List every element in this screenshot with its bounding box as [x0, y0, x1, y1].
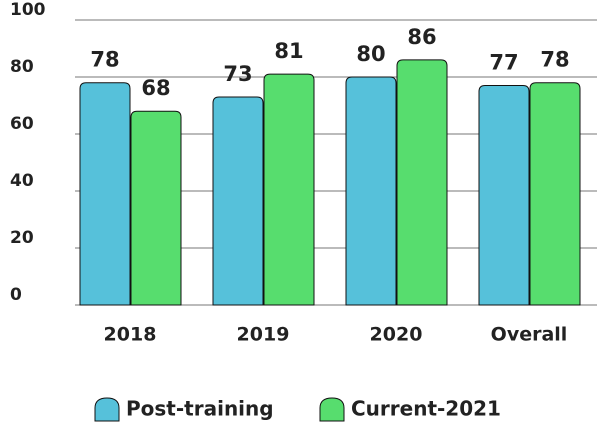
bar	[212, 96, 264, 306]
x-tick-label: 2019	[237, 324, 290, 346]
data-label: 78	[540, 48, 569, 72]
legend-swatch	[319, 397, 345, 422]
legend-label: Current-2021	[351, 397, 501, 421]
y-tick-label: 80	[10, 57, 34, 77]
data-label: 73	[223, 62, 252, 86]
bar	[345, 76, 397, 306]
y-tick-label: 100	[10, 0, 46, 20]
y-tick-label: 60	[10, 114, 34, 134]
bar	[79, 82, 131, 306]
x-tick-label: 2018	[104, 324, 157, 346]
x-tick-label: 2020	[370, 324, 423, 346]
data-label: 77	[489, 51, 518, 75]
bar	[130, 110, 182, 306]
data-label: 68	[141, 76, 170, 100]
legend-swatch	[94, 397, 120, 422]
bar	[396, 59, 448, 306]
bar	[263, 73, 315, 306]
bar	[478, 85, 530, 306]
data-label: 78	[90, 48, 119, 72]
data-label: 81	[274, 39, 303, 63]
x-tick-label: Overall	[491, 324, 568, 346]
bar	[529, 82, 581, 306]
data-label: 80	[356, 42, 385, 66]
data-label: 86	[407, 25, 436, 49]
legend-label: Post-training	[126, 397, 274, 421]
y-tick-label: 20	[10, 228, 34, 248]
y-tick-label: 0	[10, 285, 22, 305]
y-tick-label: 40	[10, 171, 34, 191]
